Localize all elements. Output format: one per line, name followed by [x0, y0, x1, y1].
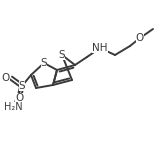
Text: O: O [136, 33, 144, 43]
Text: O: O [15, 93, 23, 103]
Text: S: S [41, 58, 47, 68]
Text: S: S [19, 81, 25, 91]
Text: H₂N: H₂N [4, 102, 22, 112]
Text: NH: NH [92, 43, 108, 53]
Text: O: O [2, 73, 10, 83]
Text: S: S [59, 50, 65, 60]
